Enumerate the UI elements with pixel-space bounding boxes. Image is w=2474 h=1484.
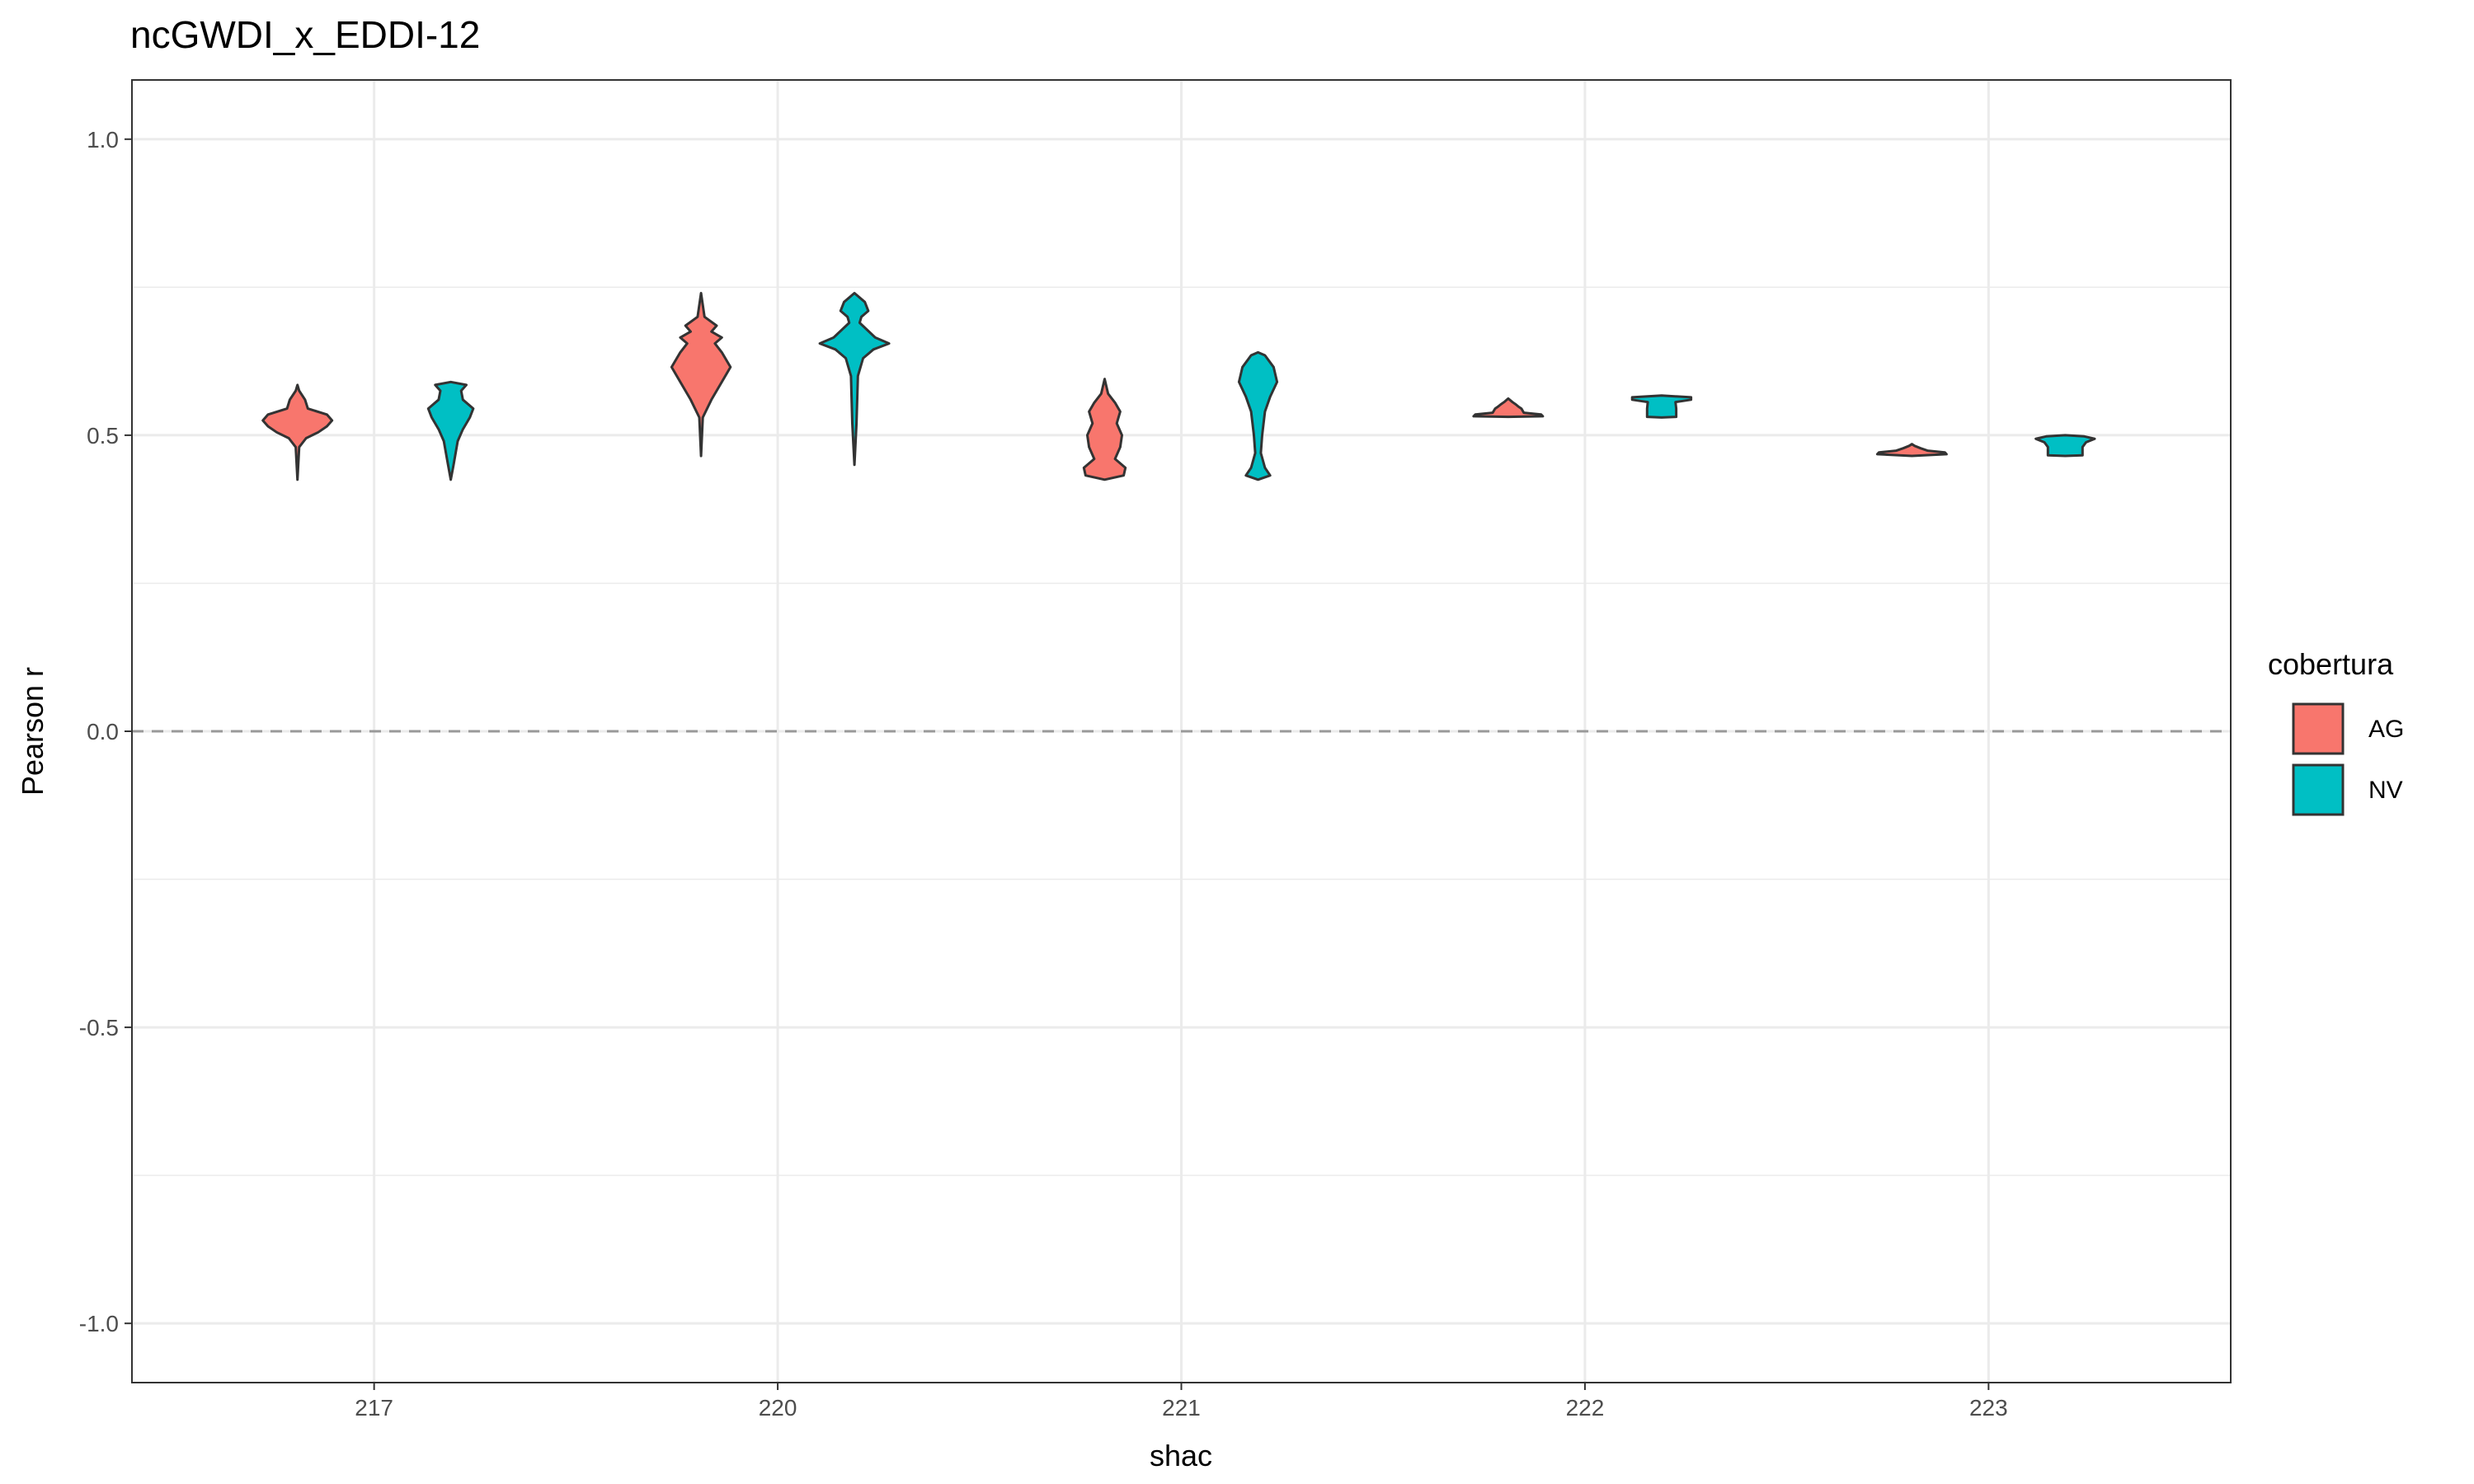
legend-label-ag: AG [2368,716,2404,743]
legend-entries: AG NV [2290,701,2404,818]
legend: cobertura AG NV [2268,647,2404,818]
legend-label-nv: NV [2368,777,2403,804]
x-tick-label: 221 [1162,1395,1201,1421]
y-tick-label: -0.5 [79,1015,119,1040]
legend-title: cobertura [2268,647,2394,681]
violin-nv-217 [426,380,475,481]
violins [261,292,2096,481]
y-tick-label: -1.0 [79,1311,119,1336]
chart-title: ncGWDI_x_EDDI-12 [130,13,480,56]
violin-nv-222 [1630,394,1693,419]
y-axis-label: Pearson r [16,667,49,796]
violin-nv-223 [2034,434,2096,458]
violin-ag-217 [261,383,334,481]
y-tick-label: 1.0 [87,127,119,153]
legend-key-nv [2292,763,2345,816]
y-tick-label: 0.5 [87,423,119,448]
x-tick-label: 222 [1566,1395,1605,1421]
violin-ag-222 [1472,397,1545,419]
x-tick-label: 220 [759,1395,797,1421]
violin-nv-221 [1237,350,1279,481]
violin-ag-221 [1082,378,1127,481]
legend-key-ag [2292,702,2345,755]
violin-nv-220 [818,292,891,467]
x-axis-label: shac [1150,1439,1212,1472]
y-axis-ticks: -1.0 -0.5 0.0 0.5 1.0 [79,127,132,1336]
y-tick-label: 0.0 [87,719,119,744]
x-tick-label: 223 [1969,1395,2008,1421]
x-axis-ticks: 217 220 221 222 223 [355,1383,2008,1421]
violin-ag-220 [670,292,732,458]
violin-ag-223 [1875,443,1948,458]
x-tick-label: 217 [355,1395,393,1421]
